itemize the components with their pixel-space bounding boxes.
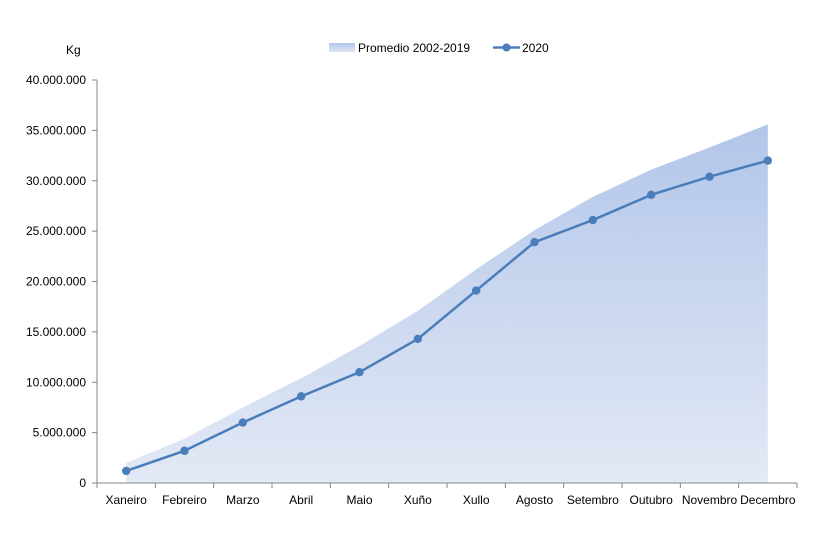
- data-point-2020: [471, 286, 481, 295]
- x-tick-label: Marzo: [226, 493, 260, 507]
- line-series-2020: [125, 159, 769, 473]
- x-tick-label: Xaneiro: [105, 493, 147, 507]
- x-tick-label: Febreiro: [162, 493, 207, 507]
- data-point-2020: [646, 190, 656, 200]
- legend-swatch-average: [329, 43, 355, 52]
- y-tick-label: 20.000.000: [26, 275, 86, 289]
- data-point-2020: [588, 215, 598, 225]
- data-point-2020: [413, 334, 423, 344]
- y-tick-label: 5.000.000: [33, 426, 87, 440]
- y-axis-label: Kg: [66, 43, 81, 57]
- data-point-2020: [238, 418, 248, 427]
- data-point-2020: [355, 367, 364, 377]
- y-tick-label: 0: [79, 476, 86, 490]
- area-series-average: [126, 124, 768, 483]
- x-tick-label: Outubro: [629, 493, 673, 507]
- legend-label-2020: 2020: [522, 41, 549, 55]
- x-tick-label: Novembro: [682, 493, 738, 507]
- y-tick-label: 30.000.000: [26, 174, 86, 188]
- x-tick-label: Abril: [289, 493, 313, 507]
- x-tick-label: Xullo: [463, 493, 490, 507]
- x-tick-label: Maio: [346, 493, 372, 507]
- x-tick-label: Agosto: [516, 493, 554, 507]
- data-point-2020: [763, 156, 773, 165]
- y-tick-label: 40.000.000: [26, 73, 86, 87]
- data-point-2020: [296, 392, 306, 401]
- data-point-2020: [180, 446, 189, 455]
- legend-label-average: Promedio 2002-2019: [358, 41, 470, 55]
- y-tick-label: 15.000.000: [26, 325, 86, 339]
- x-tick-label: Decembro: [740, 493, 796, 507]
- y-tick-label: 10.000.000: [26, 375, 86, 389]
- y-tick-label: 25.000.000: [26, 224, 86, 238]
- x-tick-label: Setembro: [567, 493, 619, 507]
- y-tick-label: 35.000.000: [26, 123, 86, 137]
- data-point-2020: [530, 238, 539, 247]
- data-point-2020: [121, 466, 131, 476]
- x-tick-label: Xuño: [404, 493, 432, 507]
- data-point-2020: [705, 172, 714, 181]
- legend-swatch-marker-2020: [502, 43, 511, 52]
- legend: Promedio 2002-2019 2020: [329, 41, 549, 55]
- plot-area: 0 5.000.000 10.000.000 15.000.000 20.000.000…: [26, 73, 798, 507]
